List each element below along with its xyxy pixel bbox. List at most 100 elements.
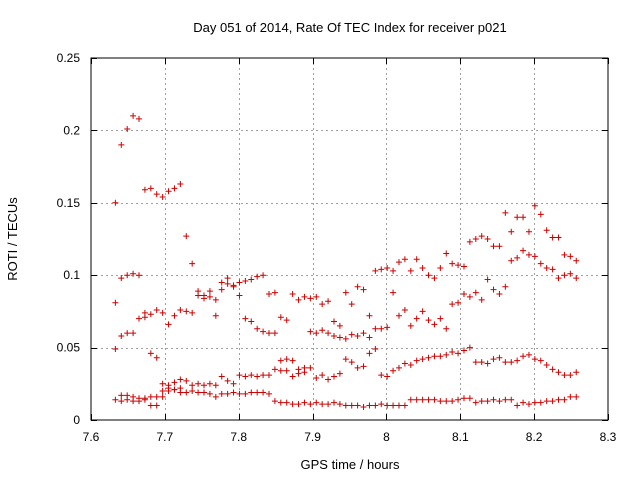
data-point (265, 330, 272, 337)
data-point (372, 325, 379, 332)
data-point (525, 228, 532, 235)
data-point (573, 369, 580, 376)
data-point (159, 380, 166, 387)
data-point (118, 275, 125, 282)
data-point (224, 275, 231, 282)
data-point (537, 357, 544, 364)
data-point (147, 311, 154, 318)
data-point (295, 401, 302, 408)
data-point (307, 295, 314, 302)
data-point (455, 396, 462, 403)
data-point (189, 382, 196, 389)
data-point (561, 372, 568, 379)
data-point (561, 251, 568, 258)
data-point (313, 293, 320, 300)
plot-frame (90, 57, 609, 421)
data-point (555, 369, 562, 376)
data-point (455, 262, 462, 269)
data-point (348, 331, 355, 338)
data-point (136, 395, 143, 402)
data-point (407, 267, 414, 274)
data-point (260, 328, 267, 335)
data-point (537, 211, 544, 218)
data-point (289, 373, 296, 380)
data-point (395, 259, 402, 266)
data-point (413, 357, 420, 364)
data-point (543, 264, 550, 271)
data-point (561, 396, 568, 403)
data-point (236, 279, 243, 286)
data-point (130, 270, 137, 277)
data-point (555, 234, 562, 241)
data-point (136, 315, 143, 322)
data-point (460, 263, 467, 270)
data-point (514, 357, 521, 364)
data-point (348, 301, 355, 308)
data-point (153, 393, 160, 400)
data-point (531, 202, 538, 209)
data-point (242, 315, 249, 322)
data-point (437, 398, 444, 405)
data-point (413, 256, 420, 263)
data-point (502, 396, 509, 403)
grid (91, 58, 608, 420)
data-point (218, 390, 225, 397)
data-point (283, 317, 290, 324)
data-point (319, 327, 326, 334)
data-point (531, 356, 538, 363)
data-point (271, 366, 278, 373)
data-point (307, 364, 314, 371)
data-point (283, 399, 290, 406)
data-point (502, 359, 509, 366)
data-point (183, 389, 190, 396)
data-point (325, 298, 332, 305)
data-point (212, 393, 219, 400)
data-point (307, 328, 314, 335)
data-point (248, 389, 255, 396)
data-point (490, 286, 497, 293)
data-point (390, 267, 397, 274)
data-point (124, 330, 131, 337)
data-point (401, 306, 408, 313)
data-point (401, 256, 408, 263)
data-point (206, 288, 213, 295)
data-point (561, 272, 568, 279)
data-point (289, 401, 296, 408)
data-point (171, 312, 178, 319)
data-point (472, 289, 479, 296)
data-point (295, 366, 302, 373)
data-point (271, 330, 278, 337)
data-point (466, 238, 473, 245)
data-point (218, 286, 225, 293)
data-point (153, 402, 160, 409)
data-point (390, 367, 397, 374)
data-point (384, 402, 391, 409)
data-point (277, 399, 284, 406)
data-point (478, 359, 485, 366)
data-point (449, 348, 456, 355)
data-point (159, 393, 166, 400)
data-point (384, 373, 391, 380)
data-point (514, 214, 521, 221)
data-point (153, 306, 160, 313)
data-point (289, 291, 296, 298)
data-point (525, 351, 532, 358)
data-point (443, 325, 450, 332)
data-point (206, 293, 213, 300)
data-point (224, 390, 231, 397)
data-point (260, 272, 267, 279)
data-point (490, 396, 497, 403)
data-point (336, 322, 343, 329)
data-point (431, 275, 438, 282)
data-point (242, 277, 249, 284)
data-point (301, 293, 308, 300)
data-point (319, 401, 326, 408)
data-point (218, 373, 225, 380)
data-point (206, 390, 213, 397)
data-point (354, 364, 361, 371)
data-point (118, 398, 125, 405)
data-point (466, 293, 473, 300)
data-point (425, 272, 432, 279)
data-point (248, 372, 255, 379)
data-point (130, 330, 137, 337)
